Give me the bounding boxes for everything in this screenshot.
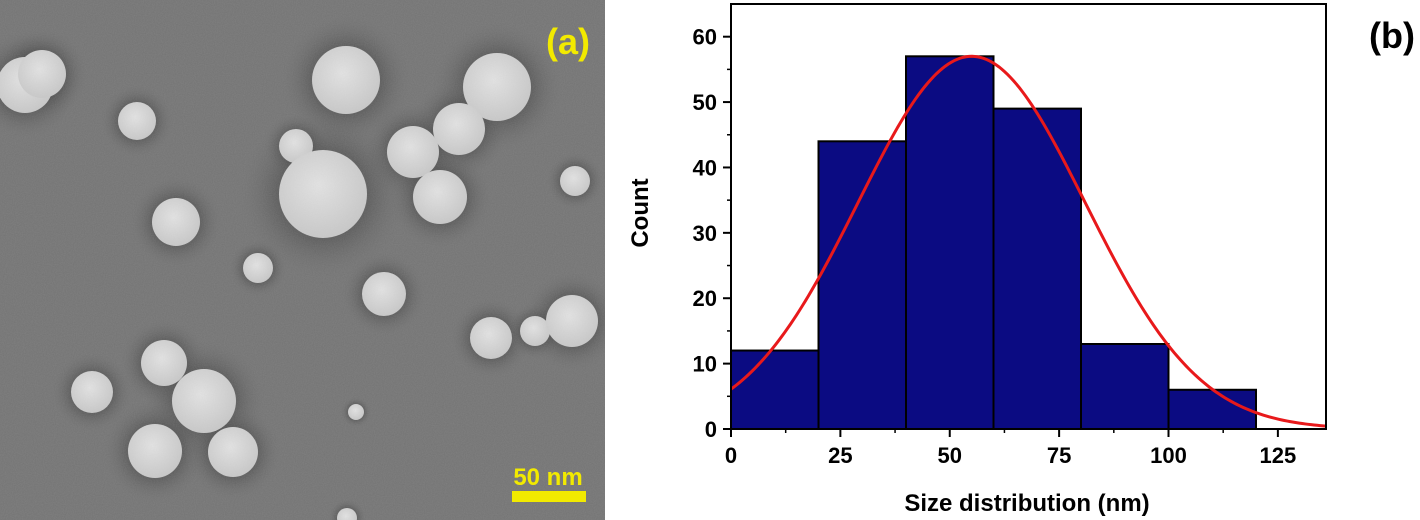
tem-image-panel: (a) 50 nm: [0, 0, 605, 520]
y-tick-label: 0: [705, 417, 717, 442]
x-tick-label: 125: [1260, 443, 1297, 468]
tem-grain: [0, 0, 605, 520]
x-axis: 0 25 50 75 100 125: [725, 429, 1296, 468]
histogram-bar: [817, 140, 907, 431]
panel-a-label: (a): [546, 21, 590, 62]
histogram-bar: [992, 107, 1082, 430]
panel-b-label: (b): [1369, 15, 1415, 56]
histogram-bar: [730, 349, 820, 430]
y-tick-label: 50: [693, 90, 717, 115]
y-axis: 0 10 20 30 40 50 60: [693, 25, 731, 442]
histogram-bar: [1080, 343, 1170, 430]
x-tick-label: 75: [1047, 443, 1071, 468]
histogram-bar: [905, 55, 995, 431]
x-tick-label: 0: [725, 443, 737, 468]
y-tick-label: 20: [693, 286, 717, 311]
scale-bar: [512, 491, 586, 502]
x-tick-label: 100: [1150, 443, 1187, 468]
y-axis-title: Count: [627, 178, 654, 247]
y-tick-label: 60: [693, 25, 717, 50]
scale-bar-label: 50 nm: [513, 464, 582, 491]
histogram-bar: [1167, 388, 1257, 430]
histogram-panel: 0 25 50 75 100 125 0 10 20 30 40 50 60 Size distrib…: [627, 3, 1415, 517]
plot-frame: [730, 3, 1327, 430]
x-axis-title: Size distribution (nm): [904, 490, 1149, 517]
x-tick-label: 25: [828, 443, 852, 468]
gaussian-fit-curve: [730, 54, 1327, 428]
y-tick-label: 10: [693, 352, 717, 377]
x-tick-label: 50: [938, 443, 962, 468]
y-tick-label: 30: [693, 221, 717, 246]
y-tick-label: 40: [693, 155, 717, 180]
